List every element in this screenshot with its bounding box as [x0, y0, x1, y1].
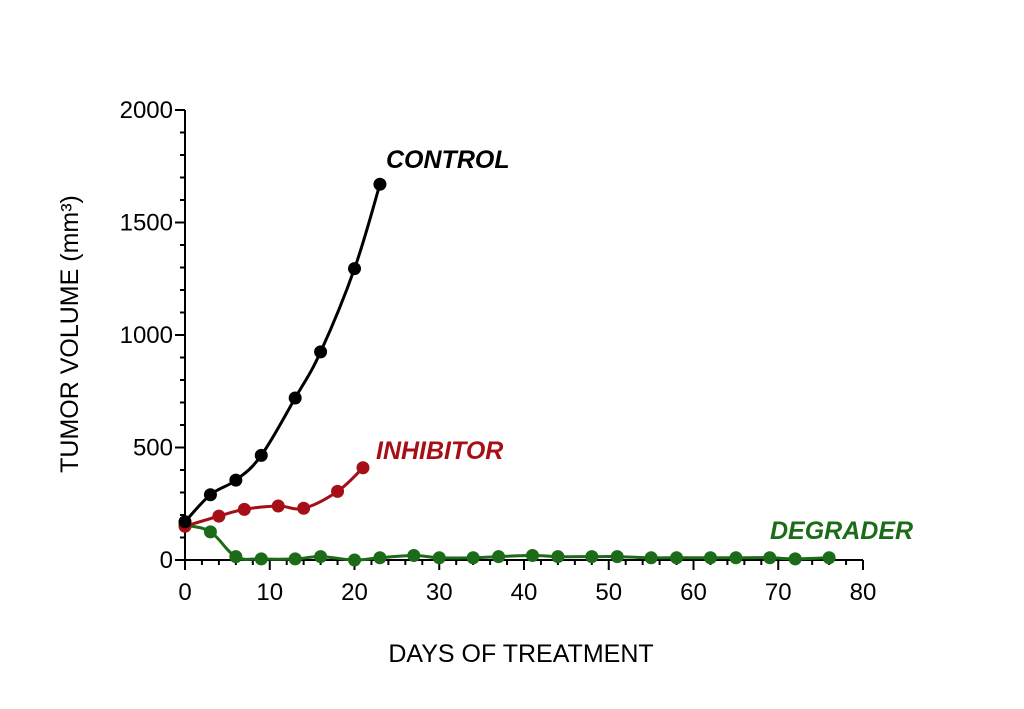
data-point-degrader: [551, 550, 565, 564]
data-point-control: [229, 473, 243, 487]
data-point-inhibitor: [237, 502, 251, 516]
data-point-inhibitor: [212, 509, 226, 523]
axes: 0 500 1000 1500 2000 0 10 20 30 40 50 60 70 80: [120, 97, 877, 606]
data-point-degrader: [822, 551, 836, 565]
x-tick-label: 10: [256, 579, 283, 606]
y-tick-label: 500: [133, 435, 173, 462]
data-point-degrader: [525, 549, 539, 562]
data-point-inhibitor: [356, 461, 370, 475]
data-point-degrader: [585, 550, 599, 564]
data-point-degrader: [466, 551, 480, 565]
data-point-inhibitor: [271, 499, 285, 513]
series-points: [178, 177, 836, 567]
data-point-degrader: [314, 550, 328, 564]
data-point-control: [314, 345, 328, 359]
y-tick-label: 2000: [120, 97, 173, 124]
data-point-degrader: [288, 552, 302, 566]
data-point-degrader: [432, 551, 446, 565]
data-point-control: [203, 488, 217, 502]
x-tick-label: 70: [765, 579, 792, 606]
data-point-degrader: [407, 549, 421, 562]
data-point-degrader: [788, 552, 802, 566]
data-point-degrader: [729, 551, 743, 565]
data-point-control: [288, 391, 302, 405]
x-axis-title: DAYS OF TREATMENT: [388, 640, 653, 668]
data-point-inhibitor: [297, 501, 311, 515]
series-labels: CONTROL INHIBITOR DEGRADER: [376, 146, 913, 545]
y-axis-title: TUMOR VOLUME (mm³): [56, 195, 84, 473]
data-point-degrader: [348, 553, 361, 567]
data-point-degrader: [229, 550, 243, 564]
y-tick-label: 1500: [120, 210, 173, 237]
x-tick-label: 20: [341, 579, 368, 606]
series-label-control: CONTROL: [386, 146, 510, 174]
data-point-control: [178, 515, 192, 529]
data-point-degrader: [610, 550, 624, 564]
series-label-degrader: DEGRADER: [770, 517, 913, 545]
x-tick-label: 50: [595, 579, 622, 606]
x-tick-label: 80: [850, 579, 877, 606]
data-point-control: [373, 177, 387, 191]
data-point-inhibitor: [331, 484, 345, 498]
data-point-degrader: [644, 551, 658, 565]
data-point-degrader: [670, 551, 684, 565]
data-point-degrader: [203, 525, 217, 539]
y-tick-label: 0: [160, 547, 173, 574]
x-tick-label: 30: [426, 579, 453, 606]
x-tick-label: 0: [178, 579, 191, 606]
x-tick-label: 60: [680, 579, 707, 606]
y-tick-label: 1000: [120, 322, 173, 349]
data-point-degrader: [254, 552, 268, 566]
series-label-inhibitor: INHIBITOR: [376, 437, 503, 465]
data-point-degrader: [492, 550, 506, 564]
data-point-degrader: [703, 551, 717, 565]
data-point-control: [348, 262, 361, 276]
data-point-control: [254, 448, 268, 462]
x-tick-label: 40: [511, 579, 538, 606]
series-line-control: [183, 183, 382, 523]
data-point-degrader: [763, 551, 777, 565]
data-point-degrader: [373, 551, 387, 565]
